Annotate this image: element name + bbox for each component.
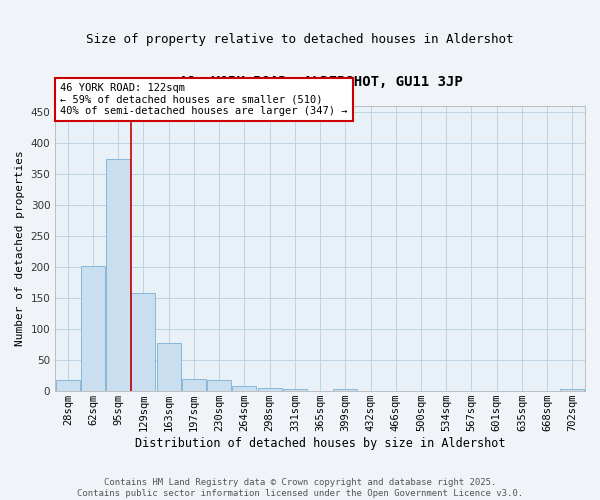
Bar (257, 388, 281, 391)
Bar (106, 158, 130, 391)
Bar (182, 379, 206, 391)
Text: 46 YORK ROAD: 122sqm
← 59% of detached houses are smaller (510)
40% of semi-deta: 46 YORK ROAD: 122sqm ← 59% of detached h… (61, 83, 348, 116)
Bar (334, 390, 357, 391)
Bar (560, 390, 584, 391)
Y-axis label: Number of detached properties: Number of detached properties (15, 150, 25, 346)
Bar (232, 386, 256, 391)
Text: Contains HM Land Registry data © Crown copyright and database right 2025.
Contai: Contains HM Land Registry data © Crown c… (77, 478, 523, 498)
Bar (157, 343, 181, 391)
X-axis label: Distribution of detached houses by size in Aldershot: Distribution of detached houses by size … (135, 437, 505, 450)
Text: Size of property relative to detached houses in Aldershot: Size of property relative to detached ho… (86, 32, 514, 46)
Bar (81, 266, 105, 391)
Title: 46, YORK ROAD, ALDERSHOT, GU11 3JP: 46, YORK ROAD, ALDERSHOT, GU11 3JP (178, 76, 463, 90)
Bar (56, 380, 80, 391)
Bar (207, 380, 231, 391)
Bar (131, 293, 155, 391)
Bar (283, 390, 307, 391)
